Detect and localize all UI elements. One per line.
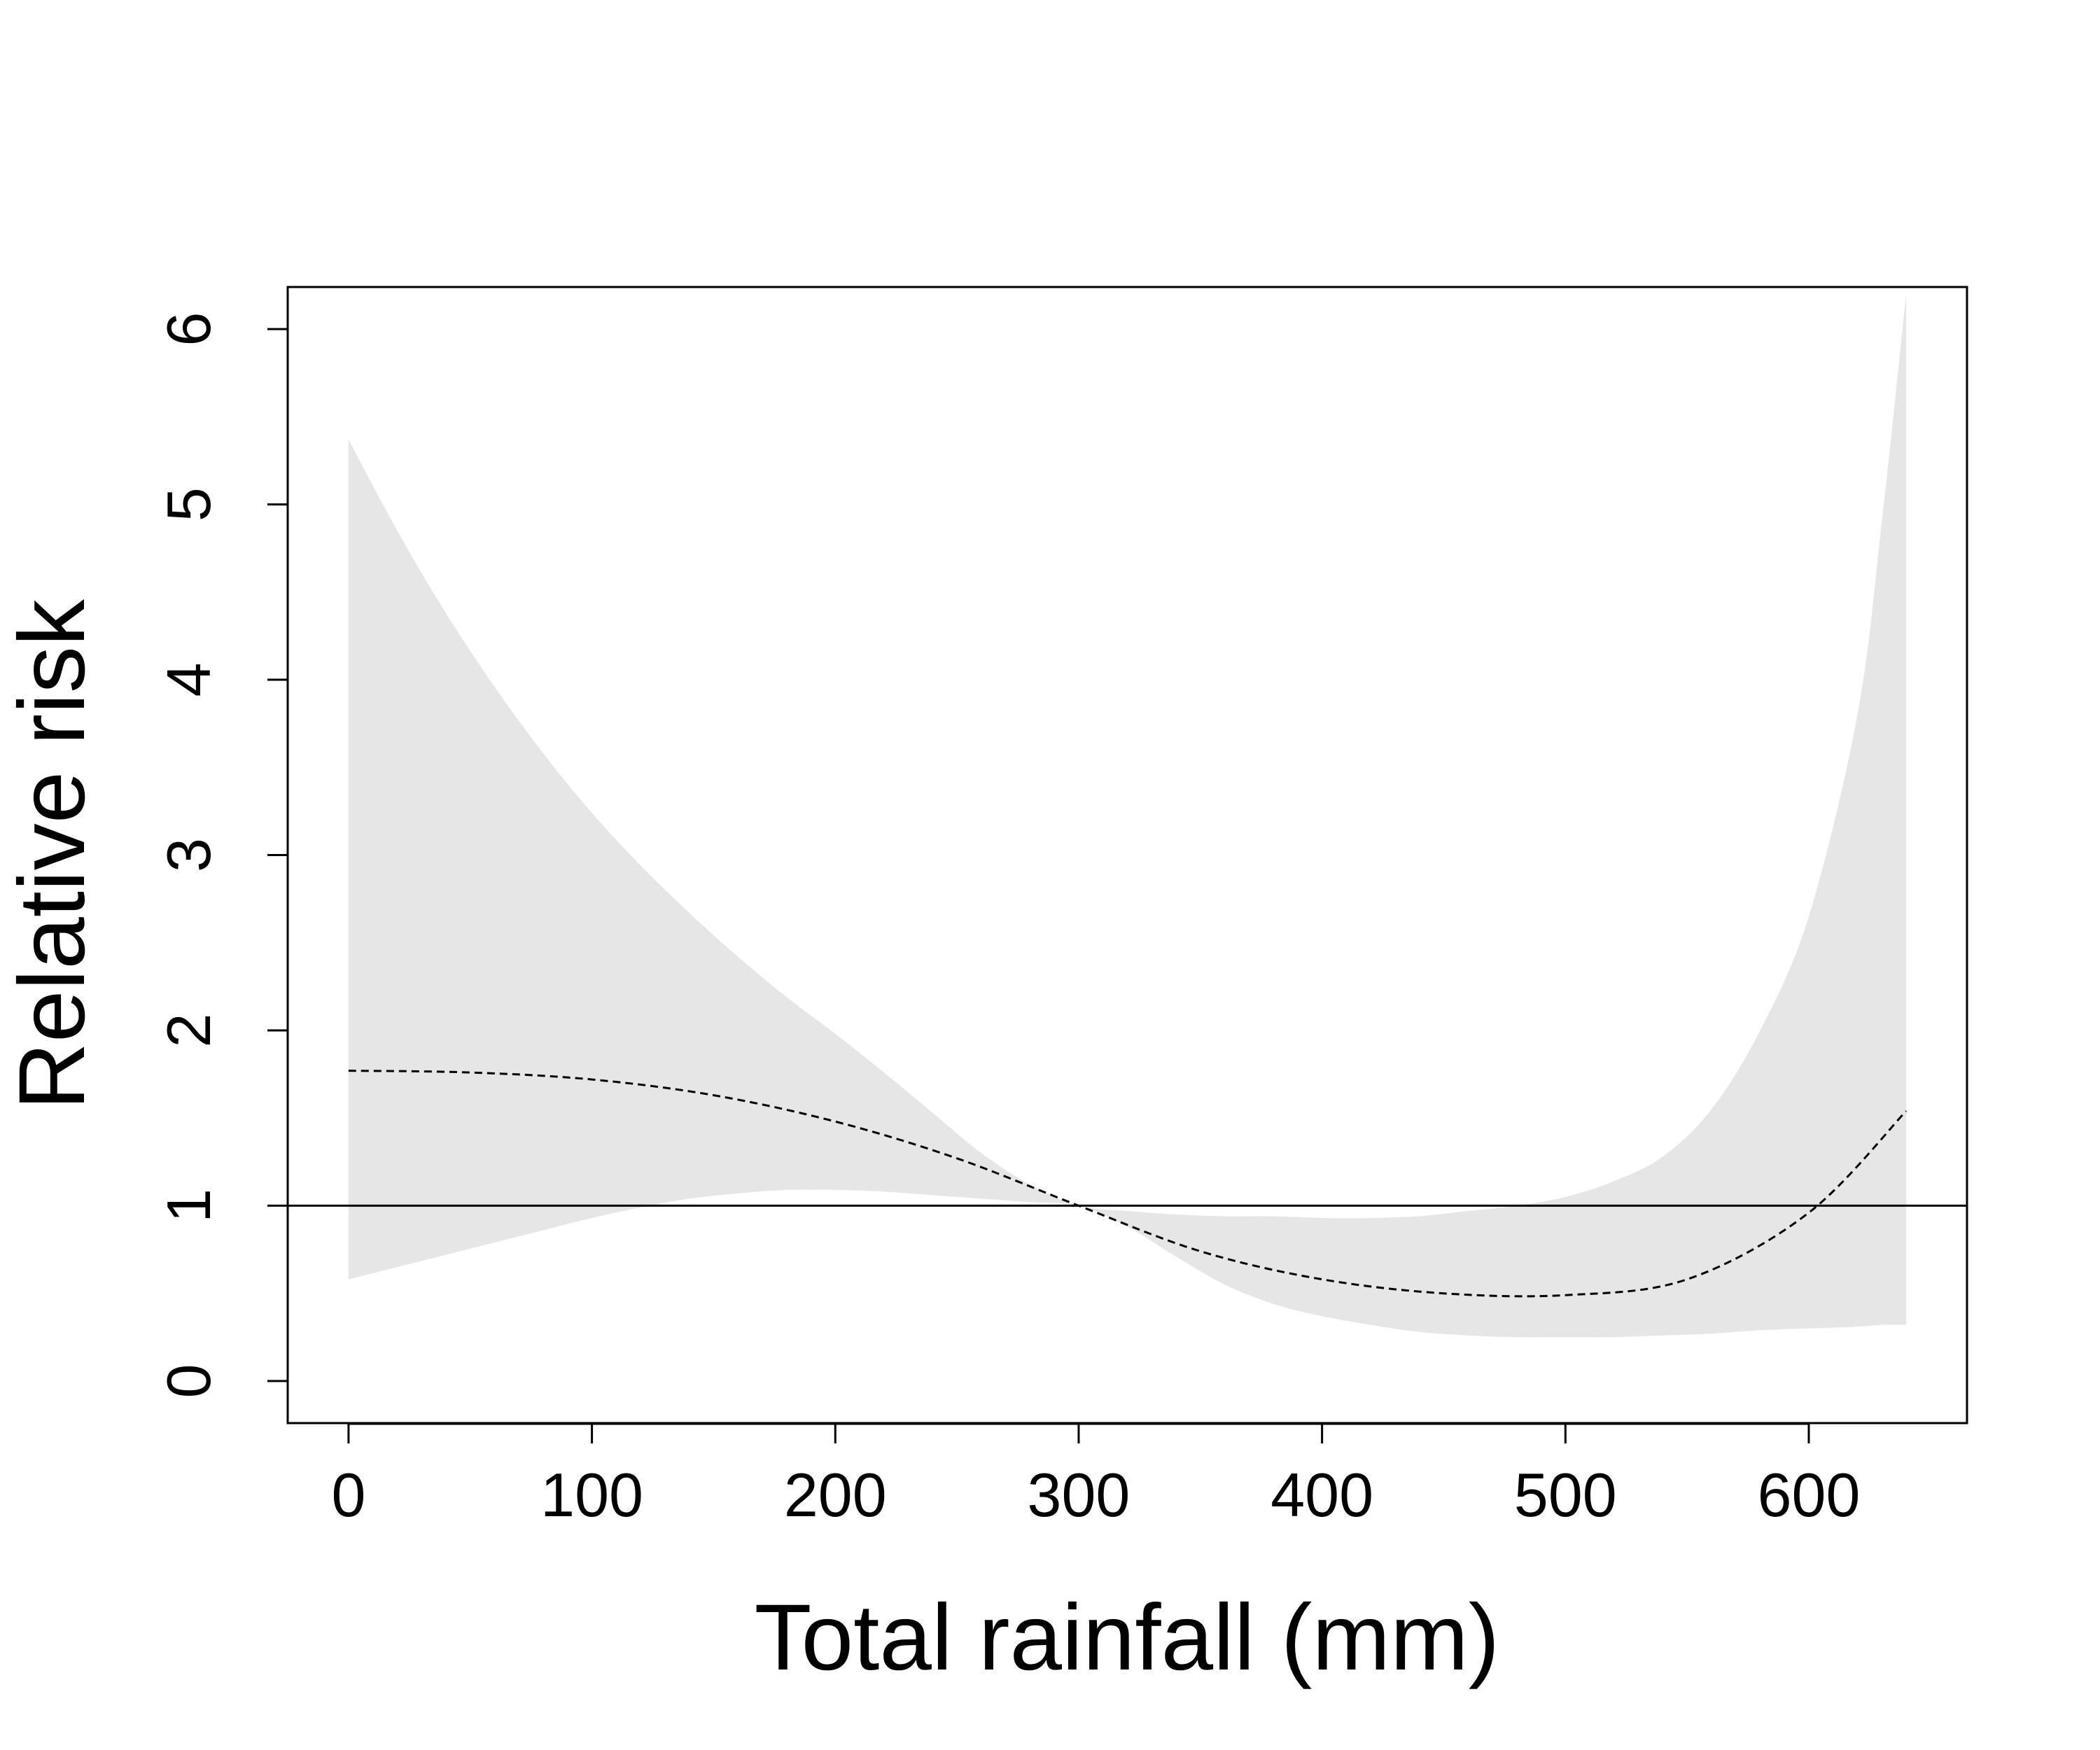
x-tick-label: 400 — [1270, 1460, 1373, 1530]
series-line — [348, 1070, 1907, 1298]
y-tick-label: 6 — [154, 312, 223, 346]
y-tick-label: 5 — [154, 487, 223, 522]
y-axis-title: Relative risk — [0, 598, 104, 1110]
y-axis: 0 1 2 3 4 5 6 — [154, 312, 289, 1398]
x-axis: 0 100 200 300 400 500 600 — [331, 1422, 1861, 1530]
x-tick-label: 200 — [784, 1460, 887, 1530]
x-axis-title: Total rainfall (mm) — [755, 1586, 1500, 1690]
plot-area — [288, 294, 1967, 1338]
x-tick-label: 500 — [1514, 1460, 1617, 1530]
y-tick-label: 4 — [154, 663, 223, 697]
x-tick-label: 0 — [331, 1460, 365, 1530]
y-tick-label: 3 — [154, 838, 223, 872]
y-tick-label: 2 — [154, 1014, 223, 1048]
y-tick-label: 0 — [154, 1364, 223, 1398]
x-tick-label: 100 — [540, 1460, 643, 1530]
x-tick-label: 300 — [1028, 1460, 1130, 1530]
x-tick-label: 600 — [1758, 1460, 1861, 1530]
confidence-band — [348, 294, 1907, 1338]
y-tick-label: 1 — [154, 1189, 223, 1223]
